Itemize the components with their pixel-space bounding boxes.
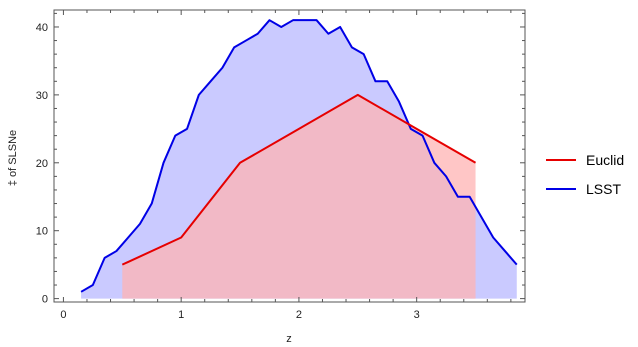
x-tick-label: 2 (296, 309, 302, 321)
y-axis-label: ‡ of SLSNe (7, 130, 19, 186)
series-fills (81, 20, 517, 299)
x-axis-label: z (286, 333, 292, 345)
y-tick-label: 10 (36, 226, 48, 238)
series-fill-euclid (122, 94, 476, 299)
y-tick-label: 40 (36, 22, 48, 34)
y-tick-label: 30 (36, 90, 48, 102)
x-tick-label: 3 (414, 309, 420, 321)
series-lines (80, 19, 518, 293)
y-tick-label: 20 (36, 158, 48, 170)
series-line-lsst (80, 19, 518, 293)
y-tick-label: 0 (42, 294, 48, 306)
series-line-euclid (121, 93, 477, 266)
x-tick-label: 1 (178, 309, 184, 321)
legend-label-euclid: Euclid (586, 152, 624, 168)
legend: Euclid LSST (546, 152, 624, 197)
legend-label-lsst: LSST (586, 181, 621, 197)
plot-frame (53, 9, 526, 303)
x-tick-label: 0 (60, 309, 66, 321)
